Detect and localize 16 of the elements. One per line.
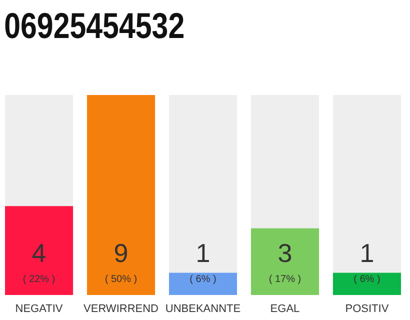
annotation: ( 17% ) bbox=[268, 274, 302, 285]
annotation: ( 6% ) bbox=[190, 274, 216, 285]
x-tick-label: UNBEKANNTE bbox=[165, 303, 241, 315]
data-label: 1 bbox=[196, 238, 210, 268]
data-label: 1 bbox=[360, 238, 374, 268]
annotation: ( 6% ) bbox=[354, 274, 380, 285]
data-label: 4 bbox=[32, 238, 46, 268]
x-tick-label: NEGATIV bbox=[15, 303, 64, 315]
annotation: ( 22% ) bbox=[22, 274, 56, 285]
chart-title: 06925454532 bbox=[4, 5, 185, 46]
data-label: 3 bbox=[278, 238, 292, 268]
data-label: 9 bbox=[114, 238, 128, 268]
x-tick-label: VERWIRREND bbox=[84, 303, 159, 315]
x-tick-label: EGAL bbox=[270, 303, 300, 315]
x-tick-label: POSITIV bbox=[345, 303, 390, 315]
annotation: ( 50% ) bbox=[104, 274, 138, 285]
